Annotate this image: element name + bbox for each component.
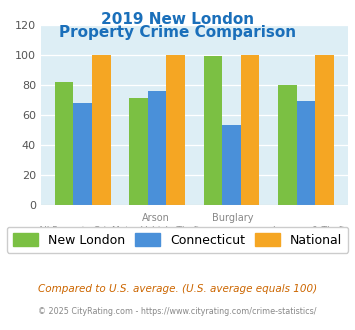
Bar xyxy=(73,103,92,205)
Text: All Property Crime: All Property Crime xyxy=(38,226,120,235)
Text: Compared to U.S. average. (U.S. average equals 100): Compared to U.S. average. (U.S. average … xyxy=(38,284,317,294)
Bar xyxy=(241,55,260,205)
Bar xyxy=(129,98,148,205)
Text: Arson: Arson xyxy=(142,213,170,223)
Bar xyxy=(278,85,297,205)
Bar xyxy=(55,82,73,205)
Text: Motor Vehicle Theft: Motor Vehicle Theft xyxy=(112,226,200,235)
Bar xyxy=(166,55,185,205)
Bar xyxy=(297,101,315,205)
Legend: New London, Connecticut, National: New London, Connecticut, National xyxy=(6,227,349,253)
Text: Larceny & Theft: Larceny & Theft xyxy=(273,226,345,235)
Text: 2019 New London: 2019 New London xyxy=(101,12,254,26)
Bar xyxy=(148,91,166,205)
Bar xyxy=(315,55,334,205)
Text: Burglary: Burglary xyxy=(212,213,253,223)
Bar xyxy=(92,55,111,205)
Bar xyxy=(204,56,222,205)
Text: Property Crime Comparison: Property Crime Comparison xyxy=(59,25,296,40)
Text: © 2025 CityRating.com - https://www.cityrating.com/crime-statistics/: © 2025 CityRating.com - https://www.city… xyxy=(38,307,317,316)
Bar xyxy=(222,125,241,205)
